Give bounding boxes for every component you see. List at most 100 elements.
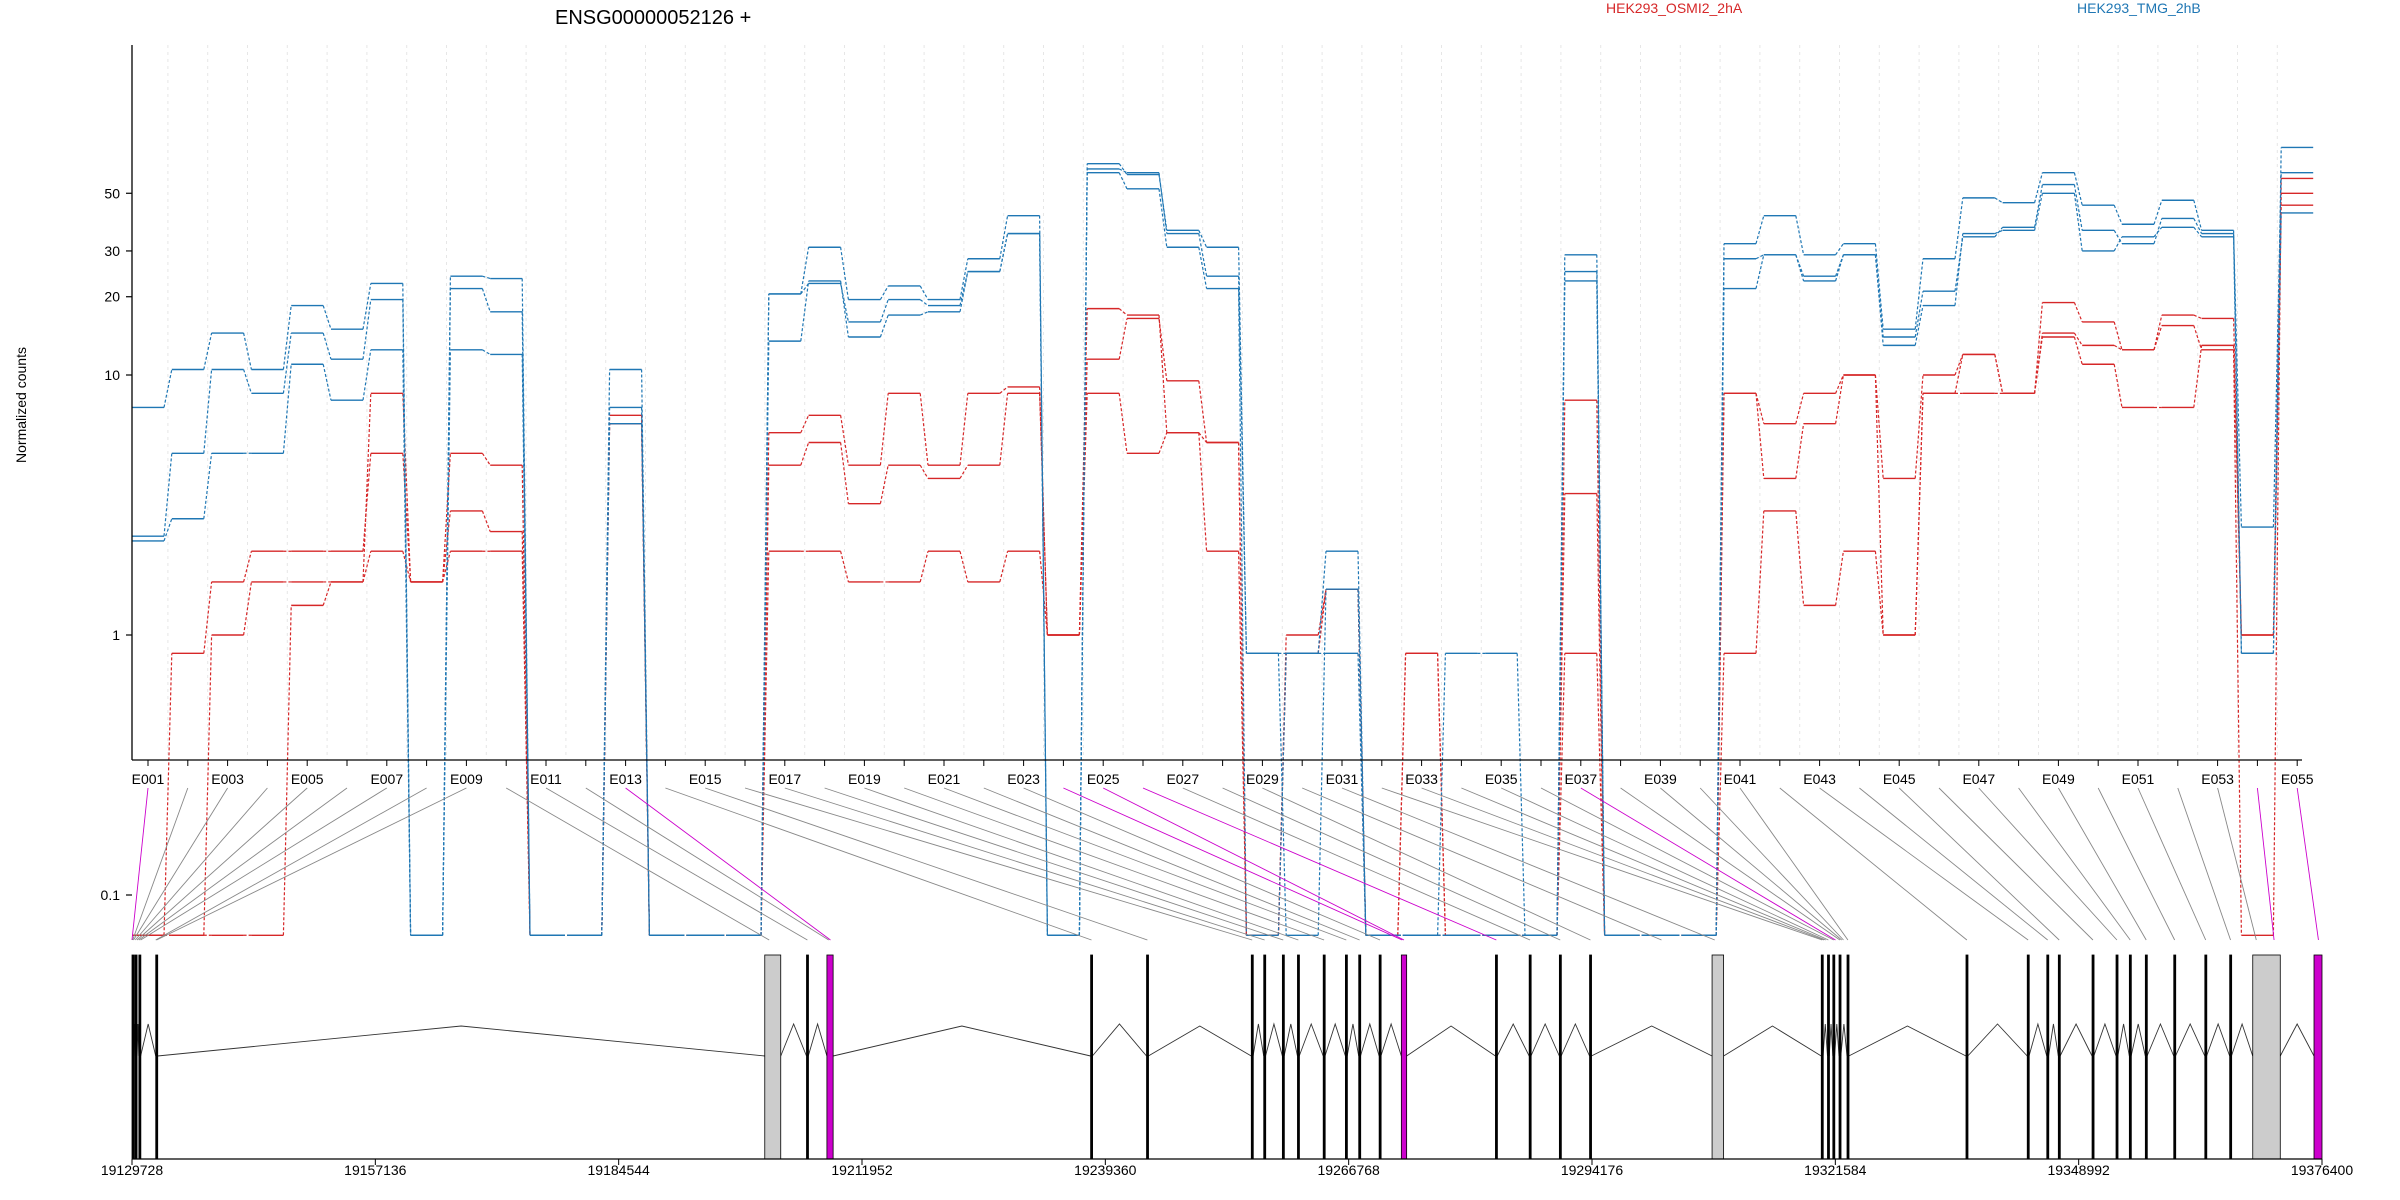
series-connector: [322, 305, 332, 330]
series-connector: [203, 581, 213, 654]
intron-line: [2231, 1022, 2254, 1057]
exon-box: [1827, 954, 1830, 1160]
series-3: [132, 146, 2314, 936]
legend-entry-osmi2: HEK293_OSMI2_2hA: [1606, 0, 1743, 16]
series-connector: [959, 464, 969, 479]
series-connector: [1158, 432, 1168, 454]
series-connector: [1755, 254, 1765, 260]
series-connector: [1118, 168, 1128, 174]
series-connector: [2272, 212, 2282, 654]
series-connector: [1954, 197, 1964, 259]
exon-connector: [1580, 787, 1836, 941]
exon-connector: [140, 787, 388, 941]
exon-connector: [1023, 787, 1381, 941]
series-connector: [879, 299, 889, 323]
exon-connector: [2137, 787, 2207, 941]
series-connector: [1874, 254, 1884, 346]
y-tick-label: 50: [104, 185, 120, 201]
series-connector: [203, 332, 213, 370]
series-connector: [2193, 314, 2202, 320]
intron-line: [2093, 1022, 2117, 1057]
intron-line: [1346, 1023, 1360, 1057]
intron-line: [2279, 1023, 2315, 1057]
genome-tick-label: 19294176: [1561, 1162, 1624, 1178]
series-connector: [2153, 200, 2163, 225]
exon-connector: [1381, 787, 1823, 941]
intron-line: [1360, 1022, 1380, 1057]
intron-line: [1265, 1022, 1283, 1057]
exon-box: [138, 954, 142, 1160]
exon-box: [1358, 954, 1362, 1160]
series-connector: [1317, 589, 1327, 636]
series-connector: [879, 314, 889, 338]
exon-connector: [625, 787, 831, 941]
exon-tick-label: E001: [132, 771, 165, 787]
exon-connector: [2177, 787, 2231, 941]
y-tick-label: 10: [104, 367, 120, 383]
series-connector: [1835, 254, 1844, 277]
intron-line: [1283, 1023, 1298, 1057]
exon-connector: [744, 787, 1253, 941]
exon-box: [806, 954, 809, 1160]
series-connector: [2034, 184, 2043, 228]
exon-connector: [156, 787, 467, 941]
exon-tick-label: E047: [1962, 771, 1995, 787]
exon-connector: [784, 787, 1265, 941]
series-connector: [322, 364, 332, 401]
series-connector: [1238, 288, 1247, 936]
series-connector: [1755, 254, 1765, 289]
exon-connector: [1699, 787, 1844, 941]
exon-connector: [133, 787, 228, 941]
exon-box: [1297, 954, 1300, 1160]
series-connector: [163, 369, 173, 408]
series-connector: [1874, 243, 1884, 330]
intron-line: [157, 1025, 765, 1057]
exon-box: [2026, 954, 2030, 1160]
series-connector: [1317, 551, 1327, 654]
series-connector: [959, 258, 969, 300]
series-connector: [322, 581, 332, 606]
series-connector: [800, 415, 810, 433]
legend-entry-tmg: HEK293_TMG_2hB: [2077, 0, 2201, 16]
series-connector: [1755, 510, 1765, 654]
series-connector: [2272, 205, 2282, 636]
series-connector: [840, 442, 849, 504]
series-connector: [481, 452, 491, 466]
series-connector: [800, 442, 810, 466]
series-connector: [2113, 364, 2123, 408]
exon-tick-label: E049: [2042, 771, 2075, 787]
exon-connector-lines: [131, 787, 2319, 941]
series-connector: [1835, 551, 1844, 606]
series-connector: [1874, 551, 1884, 636]
exon-tick-label: E023: [1007, 771, 1040, 787]
intron-line: [1834, 1023, 1840, 1057]
series-connector: [243, 551, 252, 583]
exon-box: [155, 954, 159, 1160]
exon-tick-label: E053: [2201, 771, 2234, 787]
exon-tick-label: E013: [609, 771, 642, 787]
series-connector: [2193, 345, 2203, 408]
genome-tick-label: 19157136: [344, 1162, 407, 1178]
exon-tick-label: E011: [530, 771, 562, 787]
series-connector: [1238, 276, 1247, 654]
series-connector: [362, 299, 372, 360]
exon-connector: [1421, 787, 1825, 941]
exon-tick-label: E027: [1166, 771, 1199, 787]
intron-line: [1252, 1023, 1265, 1057]
series-connector: [2233, 318, 2242, 636]
intron-line: [1496, 1022, 1530, 1057]
exon-box: [1838, 954, 1842, 1160]
intron-line: [807, 1022, 828, 1057]
exon-box: [1846, 954, 1850, 1160]
exon-tick-label: E039: [1644, 771, 1677, 787]
series-connector: [1835, 374, 1844, 424]
exon-connector: [1620, 787, 1841, 941]
chart-title: ENSG00000052126 +: [555, 7, 751, 29]
series-connector: [879, 285, 889, 300]
series-connector: [521, 354, 531, 936]
exon-connector: [131, 787, 149, 941]
exon-connector: [1819, 787, 2029, 941]
intron-line: [833, 1025, 1091, 1057]
exon-connector: [545, 787, 808, 941]
